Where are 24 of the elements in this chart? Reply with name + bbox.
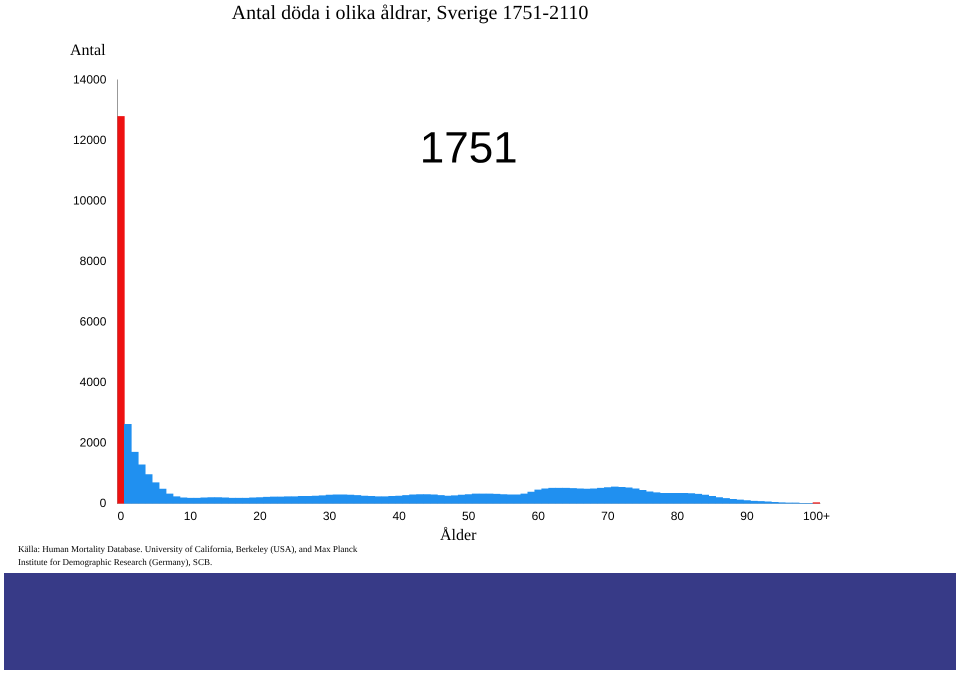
text: Källa: Human Mortality Database. University of California, Berkeley (USA), and Max Planck Institute for Demographic Research (Germany), SCB. bbox=[18, 543, 358, 569]
x-tick-label: 60 bbox=[532, 509, 546, 524]
x-tick-label: 30 bbox=[322, 509, 337, 524]
x-tick-label: 80 bbox=[670, 509, 684, 524]
x-tick-label: 70 bbox=[601, 509, 615, 524]
y-tick-label: 10000 bbox=[72, 193, 107, 208]
y-tick-label: 2000 bbox=[80, 435, 107, 450]
chart-title: Antal döda i olika åldrar, Sverige 1751-2110 bbox=[230, 2, 590, 25]
annotation: 1751 bbox=[420, 123, 518, 172]
x-tick-label: 20 bbox=[253, 509, 267, 524]
x-tick-label: 10 bbox=[184, 509, 198, 524]
x-tick-label: 50 bbox=[462, 509, 476, 524]
y-tick-label: 12000 bbox=[72, 133, 107, 147]
y-tick-label: 0 bbox=[100, 496, 107, 510]
y-tick-label: 14000 bbox=[72, 72, 107, 87]
y-axis-title: Antal bbox=[70, 42, 106, 60]
y-tick-label: 6000 bbox=[80, 314, 107, 328]
y-tick-label: 8000 bbox=[80, 254, 107, 268]
x-axis-title: Ålder bbox=[440, 527, 476, 545]
x-tick-label: 90 bbox=[740, 509, 754, 524]
x-tick-label: 100+ bbox=[803, 509, 830, 524]
x-tick-label: 0 bbox=[118, 509, 125, 524]
y-tick-label: 4000 bbox=[80, 374, 107, 389]
x-tick-label: 40 bbox=[392, 509, 406, 524]
